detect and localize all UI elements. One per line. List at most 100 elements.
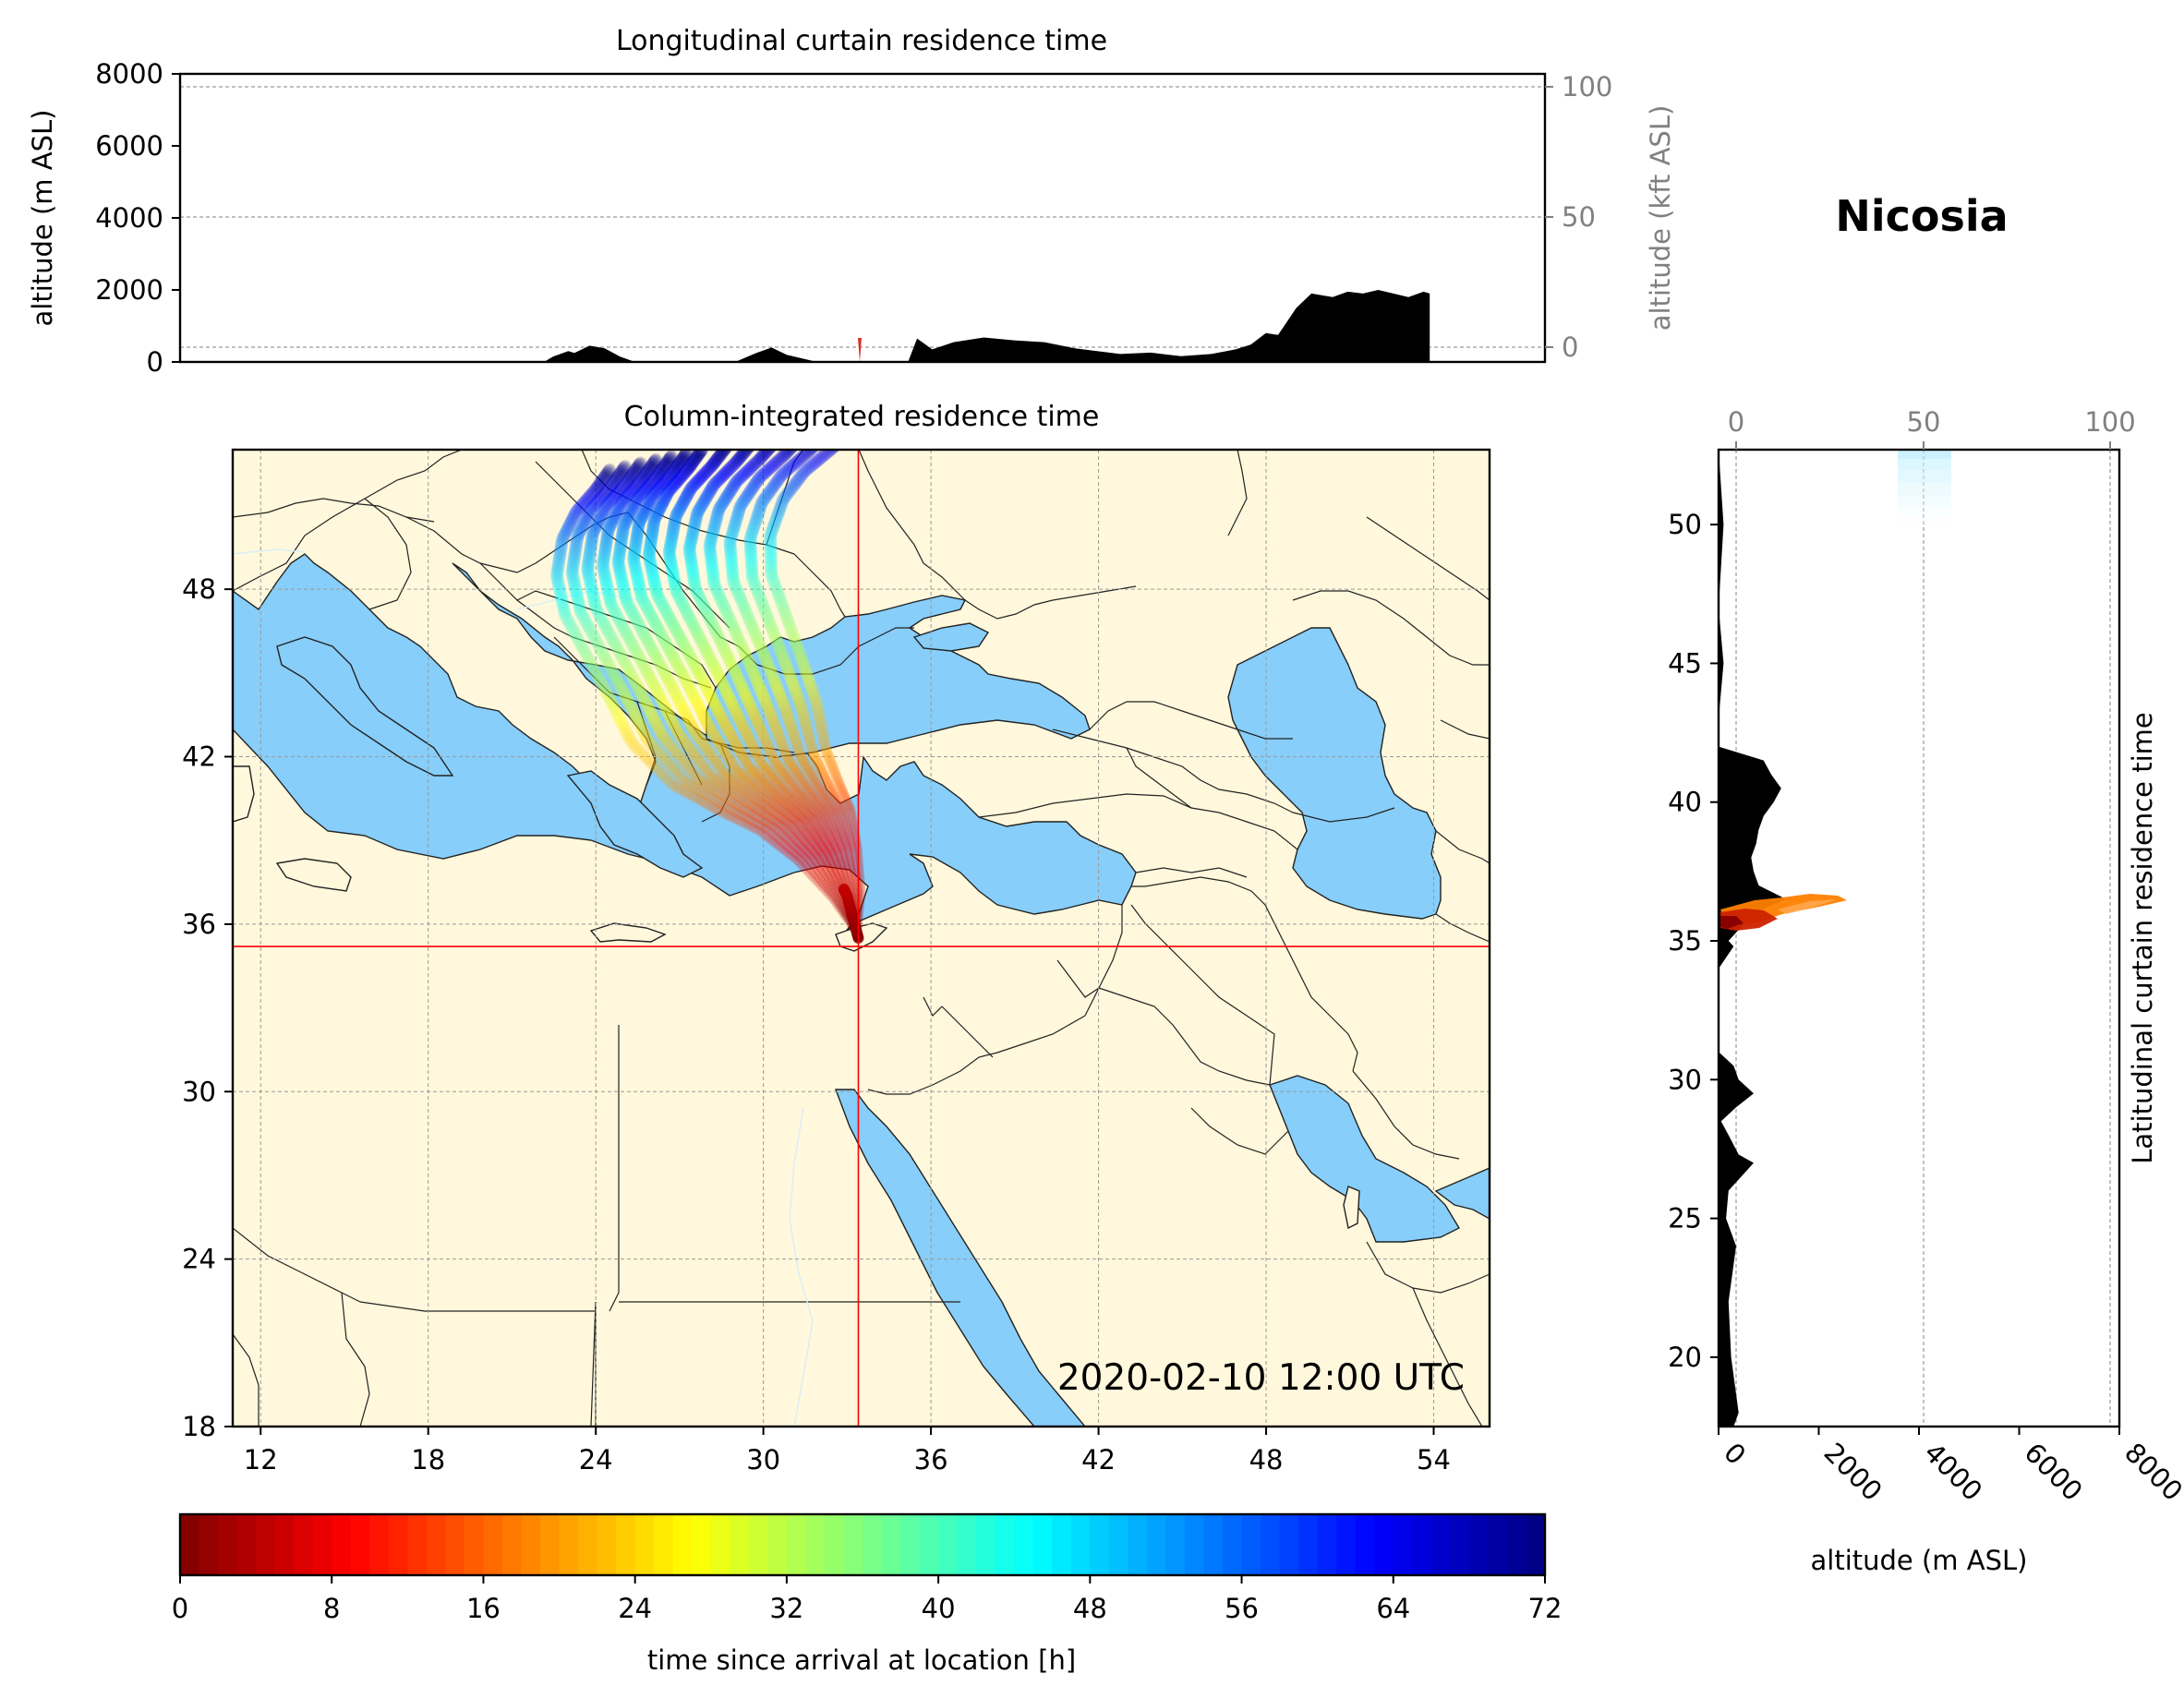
map-y-tick-label: 24 bbox=[182, 1244, 216, 1275]
plume-point bbox=[585, 538, 598, 552]
plume-point bbox=[800, 845, 809, 854]
plume-point bbox=[682, 788, 694, 800]
latitudinal-x-tick-label: 0 bbox=[1718, 1437, 1752, 1471]
plume-point bbox=[633, 653, 647, 666]
plume-point bbox=[717, 799, 728, 811]
plume-point bbox=[766, 821, 777, 831]
plume-point bbox=[553, 547, 567, 560]
colorbar-tick-label: 48 bbox=[1073, 1593, 1107, 1624]
plume-point bbox=[597, 470, 611, 484]
plume-point bbox=[650, 762, 664, 776]
plume-point bbox=[742, 806, 753, 817]
plume-point bbox=[597, 648, 610, 662]
rivers bbox=[233, 548, 814, 1427]
plume-point bbox=[568, 580, 582, 594]
plume-point bbox=[597, 548, 611, 562]
colorbar: 0 8 16 24 32 40 48 56 64 72 time since arrival at… bbox=[172, 1512, 1562, 1676]
plume-point bbox=[660, 735, 674, 749]
plume-point bbox=[585, 584, 599, 598]
plume-point bbox=[613, 499, 627, 512]
plume-point bbox=[605, 478, 619, 492]
plume-point bbox=[584, 504, 597, 518]
plume-point bbox=[705, 770, 717, 782]
plume-point bbox=[641, 700, 655, 713]
plume-point bbox=[633, 650, 646, 664]
map-x-tick-label: 48 bbox=[1249, 1444, 1284, 1475]
plume-point bbox=[605, 696, 619, 710]
plume-point bbox=[742, 797, 753, 809]
plume-point bbox=[600, 531, 614, 545]
colorbar-segment bbox=[236, 1514, 257, 1575]
colorbar-segment bbox=[1261, 1514, 1281, 1575]
plume-point bbox=[617, 686, 631, 700]
plume-point bbox=[798, 835, 807, 844]
plume-point bbox=[615, 481, 629, 495]
plume-point bbox=[614, 714, 627, 728]
plume-point bbox=[617, 462, 631, 476]
plume-point bbox=[808, 861, 816, 870]
plume-point bbox=[611, 503, 625, 517]
plume-point bbox=[806, 852, 815, 861]
plume-point bbox=[593, 641, 607, 655]
latitudinal-y-ticks: 20 25 30 35 40 45 50 bbox=[1668, 509, 1719, 1373]
plume-point bbox=[612, 468, 626, 482]
plume-point bbox=[768, 807, 778, 817]
plume-point bbox=[598, 486, 612, 500]
plume-point bbox=[663, 711, 677, 724]
plume-point bbox=[630, 462, 644, 476]
plume-point bbox=[660, 754, 673, 768]
plume-point bbox=[612, 644, 626, 658]
plume-point bbox=[755, 827, 766, 837]
plume-point bbox=[581, 619, 595, 632]
plume-point bbox=[613, 467, 627, 481]
plume-point bbox=[694, 774, 706, 787]
plume-point bbox=[778, 822, 789, 832]
plume-point bbox=[609, 704, 622, 717]
plume-point bbox=[613, 484, 627, 497]
plume-point bbox=[695, 758, 708, 771]
plume-point bbox=[771, 433, 784, 446]
plume-point bbox=[777, 813, 788, 824]
plume-point bbox=[603, 481, 617, 495]
plume-point bbox=[835, 434, 848, 447]
plume-point bbox=[604, 517, 618, 531]
plume-point bbox=[598, 543, 612, 557]
plume-point bbox=[580, 511, 594, 524]
plume-point bbox=[570, 534, 584, 548]
longitudinal-y-right-ticks: 0 50 100 bbox=[1545, 71, 1612, 363]
plume-point bbox=[574, 638, 587, 651]
plume-point bbox=[610, 470, 624, 484]
plume-point bbox=[762, 832, 772, 842]
plume-point bbox=[603, 520, 617, 534]
plume-point bbox=[608, 605, 621, 619]
colorbar-label: time since arrival at location [h] bbox=[647, 1644, 1076, 1676]
latitudinal-x-tick-label: 2000 bbox=[1818, 1437, 1888, 1507]
plume-point bbox=[615, 496, 629, 510]
plume-point bbox=[753, 819, 763, 829]
plume-point bbox=[740, 796, 751, 807]
plume-point bbox=[646, 458, 659, 472]
persian-gulf bbox=[1269, 1075, 1460, 1243]
plume-point bbox=[690, 770, 703, 783]
colorbar-segment bbox=[407, 1514, 428, 1575]
plume-point bbox=[601, 465, 615, 478]
colorbar-tick-label: 0 bbox=[172, 1593, 188, 1624]
plume-point bbox=[616, 684, 630, 698]
plume-point bbox=[585, 528, 599, 542]
plume-point bbox=[758, 816, 769, 826]
plume-point bbox=[723, 794, 734, 805]
plume-point bbox=[665, 740, 678, 753]
plume-point bbox=[690, 791, 702, 803]
plume-point bbox=[566, 560, 580, 573]
plume-point bbox=[745, 815, 756, 825]
plume-point bbox=[649, 681, 663, 695]
plume-point bbox=[552, 553, 566, 567]
plume-point bbox=[580, 492, 594, 506]
plume-point bbox=[626, 671, 640, 685]
plume-point bbox=[827, 874, 835, 883]
plume-point bbox=[597, 473, 609, 486]
plume-point bbox=[591, 636, 604, 650]
plume-point bbox=[751, 825, 761, 835]
plume-point bbox=[738, 803, 749, 814]
colorbar-segment bbox=[995, 1514, 1015, 1575]
